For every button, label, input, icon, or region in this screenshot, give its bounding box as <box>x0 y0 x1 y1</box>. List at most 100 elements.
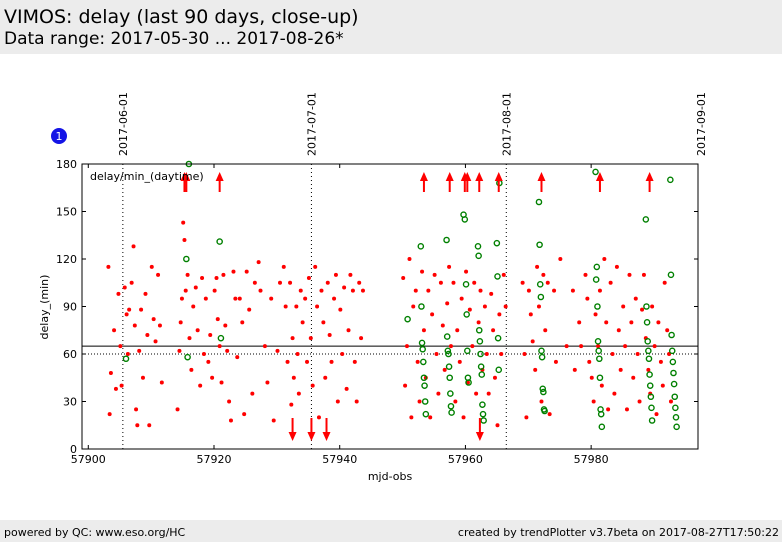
red-point <box>252 280 257 285</box>
red-point <box>242 412 247 417</box>
green-point <box>592 168 599 176</box>
red-point <box>409 415 414 420</box>
red-point <box>208 333 213 337</box>
red-point <box>404 344 409 349</box>
green-point <box>420 374 428 382</box>
red-point <box>344 386 349 391</box>
red-point <box>275 348 280 353</box>
x-axis-label: mjd-obs <box>368 470 413 483</box>
red-point <box>572 367 577 372</box>
scatter-chart: 2017-06-01 2017-07-01 2017-08-01 2017-09-01… <box>38 92 708 483</box>
red-point <box>357 280 362 285</box>
red-point <box>352 359 357 364</box>
green-point <box>216 238 223 245</box>
red-point <box>606 407 611 412</box>
red-point <box>434 352 439 356</box>
green-point <box>418 303 425 310</box>
red-point <box>492 375 497 380</box>
axis-ticks: 0 30 60 90 120 150 180 57900 57920 57940 57960 5798… <box>56 158 698 466</box>
date-markers: 2017-06-01 2017-07-01 2017-08-01 2017-09-01 <box>117 92 708 449</box>
green-point <box>595 347 602 355</box>
red-point <box>296 391 301 396</box>
red-point <box>333 272 338 277</box>
red-point <box>147 423 152 428</box>
x-tick-label: 57920 <box>197 453 232 466</box>
green-point <box>122 355 130 363</box>
chart-annotation: delay/min_(daytime) <box>90 170 204 183</box>
footer-powered-by: powered by QC: www.eso.org/HC <box>4 526 186 539</box>
red-point <box>247 307 252 312</box>
green-point <box>538 353 546 361</box>
y-tick-label: 150 <box>56 206 77 219</box>
red-point <box>308 336 313 341</box>
date-marker-label: 2017-06-01 <box>117 92 130 156</box>
red-point <box>621 304 626 309</box>
red-point <box>436 391 441 396</box>
green-point <box>461 216 469 223</box>
red-point <box>235 355 240 360</box>
down-arrow-head <box>475 432 484 441</box>
green-point <box>594 303 601 310</box>
red-point <box>635 352 640 356</box>
red-point <box>612 391 617 396</box>
red-point <box>539 399 544 404</box>
green-point <box>648 404 655 412</box>
y-axis-label: delay_(min) <box>38 275 51 340</box>
red-point <box>221 272 226 277</box>
red-point <box>474 391 479 396</box>
red-point <box>338 307 343 312</box>
date-marker-label: 2017-08-01 <box>500 92 513 156</box>
red-point <box>278 280 282 285</box>
red-point <box>215 317 220 322</box>
green-point <box>421 398 429 405</box>
green-point <box>463 311 470 318</box>
red-point <box>350 288 355 293</box>
red-point <box>122 285 127 290</box>
red-point <box>448 344 453 349</box>
green-point <box>669 358 677 366</box>
red-point <box>191 304 196 309</box>
red-point <box>281 264 286 269</box>
green-point <box>475 252 482 260</box>
red-point <box>298 288 303 293</box>
red-point <box>193 285 198 290</box>
red-point <box>533 367 538 372</box>
red-point <box>256 260 261 265</box>
red-point <box>489 291 494 296</box>
red-point <box>231 269 236 274</box>
red-point <box>295 352 300 356</box>
red-point <box>654 412 659 417</box>
red-point <box>118 344 123 349</box>
date-marker-label: 2017-07-01 <box>305 92 318 156</box>
red-point <box>608 280 613 285</box>
y-tick-label: 90 <box>63 301 77 314</box>
red-point <box>528 312 533 317</box>
red-point <box>288 280 293 285</box>
green-point <box>419 345 426 353</box>
red-point <box>225 348 230 353</box>
red-point <box>250 391 255 396</box>
red-point <box>428 415 433 420</box>
red-point <box>265 380 270 385</box>
red-point <box>553 359 558 364</box>
red-point <box>153 339 158 344</box>
green-point <box>447 402 455 410</box>
red-point <box>321 320 326 325</box>
y-tick-label: 180 <box>56 158 77 171</box>
red-point <box>552 288 557 293</box>
green-point <box>646 371 653 378</box>
red-point <box>467 307 472 312</box>
red-point <box>159 380 164 385</box>
red-point <box>421 328 426 333</box>
page-title: VIMOS: delay (last 90 days, close-up) <box>4 6 359 28</box>
red-point <box>325 280 330 285</box>
green-point <box>444 347 452 355</box>
red-point <box>455 328 460 333</box>
footer-created-by: created by trendPlotter v3.7beta on 2017… <box>457 526 779 539</box>
red-point <box>478 288 483 293</box>
green-point <box>495 366 503 374</box>
red-point <box>497 312 502 317</box>
green-point <box>672 404 679 412</box>
red-point <box>135 423 140 428</box>
green-point <box>480 417 487 424</box>
